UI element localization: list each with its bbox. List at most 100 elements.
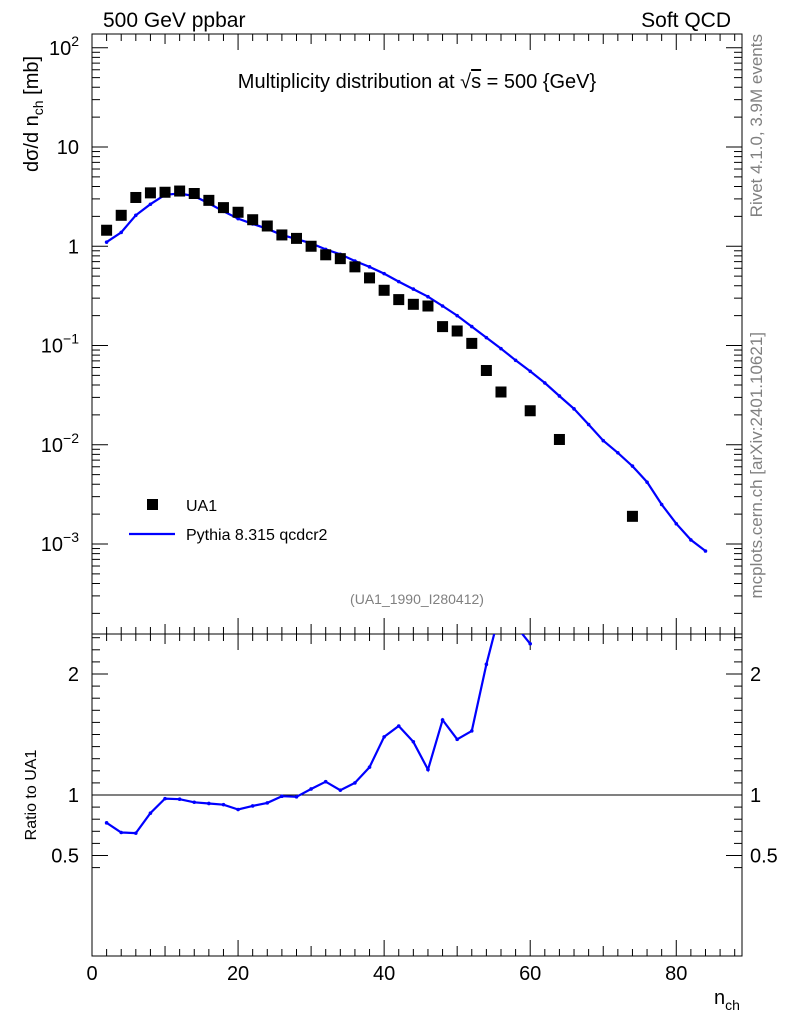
ratio-point: [236, 807, 240, 812]
main-y-tick-label-exp: −3: [63, 529, 79, 545]
ua1-marker: [480, 364, 492, 376]
main-y-tick-label-base: 10: [41, 435, 63, 457]
ratio-point: [250, 804, 255, 808]
pythia-point: [469, 324, 474, 329]
x-axis-label-main: n: [714, 987, 725, 1009]
ua1-marker: [349, 261, 361, 273]
analysis-id-watermark: (UA1_1990_I280412): [350, 591, 484, 607]
pythia-point: [674, 521, 679, 526]
ratio-point: [367, 765, 372, 769]
x-axis-label-sub: ch: [725, 997, 740, 1013]
x-tick-label: 80: [665, 963, 687, 985]
legend-ua1-label: UA1: [186, 498, 217, 515]
ratio-point: [221, 802, 226, 807]
main-y-axis-label-sub: ch: [30, 100, 46, 115]
pythia-point: [134, 213, 138, 218]
ua1-marker: [422, 300, 434, 312]
legend-ua1-marker: [147, 499, 158, 510]
pythia-point: [411, 287, 416, 291]
ratio-point: [499, 606, 503, 610]
ua1-marker: [130, 191, 142, 203]
ua1-marker: [378, 284, 390, 296]
ratio-point: [323, 779, 328, 784]
ratio-point: [192, 800, 197, 805]
pythia-point: [528, 369, 533, 374]
ua1-marker: [247, 214, 259, 226]
ratio-point: [280, 794, 284, 799]
pythia-point: [572, 407, 576, 411]
ratio-y-tick-labels: 0.5 0.5 1 1 2 2: [51, 664, 778, 868]
chart-title-s: s: [471, 71, 481, 93]
ratio-series-points: [104, 606, 533, 835]
ratio-point: [338, 788, 343, 792]
ua1-marker: [407, 298, 419, 310]
pythia-point: [484, 335, 489, 340]
chart-title-prefix: Multiplicity distribution at: [238, 71, 460, 93]
ratio-point: [469, 729, 474, 733]
pythia-point: [703, 549, 708, 553]
main-y-tick-label: 10: [57, 137, 79, 159]
ratio-y-tick-label-right: 1: [750, 785, 761, 807]
ua1-marker: [101, 224, 113, 236]
chart-title-suffix: = 500 {GeV}: [481, 71, 596, 93]
main-y-tick-label-base: 10: [49, 38, 71, 60]
ratio-point: [294, 795, 299, 799]
pythia-point: [440, 304, 445, 308]
ratio-y-tick-label-left: 0.5: [51, 846, 79, 868]
ua1-marker: [174, 185, 186, 197]
pythia-point: [513, 358, 518, 363]
ua1-marker: [217, 202, 229, 214]
ratio-point: [396, 724, 401, 728]
pythia-point: [396, 279, 401, 284]
ua1-marker: [451, 325, 463, 337]
ua1-marker: [290, 232, 302, 244]
ua1-marker: [203, 194, 215, 206]
main-y-axis-label-main: dσ/d n: [21, 115, 43, 172]
ua1-marker: [495, 386, 507, 398]
ratio-y-axis-label: Ratio to UA1: [23, 750, 40, 841]
ratio-y-tick-label-left: 2: [68, 664, 79, 686]
x-tick-label: 60: [519, 963, 541, 985]
ratio-point: [177, 797, 182, 802]
ua1-marker: [626, 510, 638, 522]
pythia-point: [367, 265, 372, 269]
ua1-marker: [320, 249, 332, 261]
ua1-marker: [115, 209, 127, 221]
ratio-y-tick-label-right: 2: [750, 664, 761, 686]
ratio-point: [134, 831, 138, 835]
ua1-marker: [364, 272, 376, 284]
ua1-marker: [261, 220, 273, 232]
main-y-tick-label: 102: [49, 33, 79, 60]
ratio-point: [148, 811, 153, 815]
ua1-marker: [524, 405, 536, 417]
main-y-axis-label: dσ/d nch [mb]: [21, 56, 46, 172]
main-y-tick-label-exp: −2: [63, 430, 79, 446]
ua1-marker: [144, 187, 156, 199]
ratio-point: [163, 796, 167, 801]
ratio-point: [104, 821, 109, 825]
pythia-point: [586, 422, 591, 427]
chart-title: Multiplicity distribution at √s = 500 {G…: [238, 71, 597, 93]
ratio-plot-ticks: [91, 634, 742, 956]
main-y-tick-label-base: 10: [41, 336, 63, 358]
ua1-marker: [553, 433, 565, 445]
pythia-point: [455, 313, 459, 318]
ratio-point: [207, 801, 211, 806]
pythia-point: [543, 381, 547, 385]
ratio-point: [440, 718, 445, 722]
pythia-point: [630, 464, 635, 468]
main-y-tick-label-base: 10: [41, 534, 63, 556]
ua1-marker: [393, 294, 405, 306]
main-y-tick-label: 10−2: [41, 430, 79, 457]
ua1-marker: [334, 253, 346, 265]
ua1-marker: [305, 240, 317, 252]
x-tick-labels: 0 20 40 60 80: [86, 963, 687, 985]
ratio-point: [528, 641, 533, 646]
main-y-tick-label: 10−3: [41, 529, 79, 556]
ratio-point: [411, 739, 416, 744]
main-y-tick-label-exp: −1: [63, 331, 79, 347]
rivet-info-label: Rivet 4.1.0, 3.9M events: [747, 34, 766, 217]
main-y-tick-label-base: 1: [68, 236, 79, 258]
ratio-series-line: [105, 634, 532, 835]
